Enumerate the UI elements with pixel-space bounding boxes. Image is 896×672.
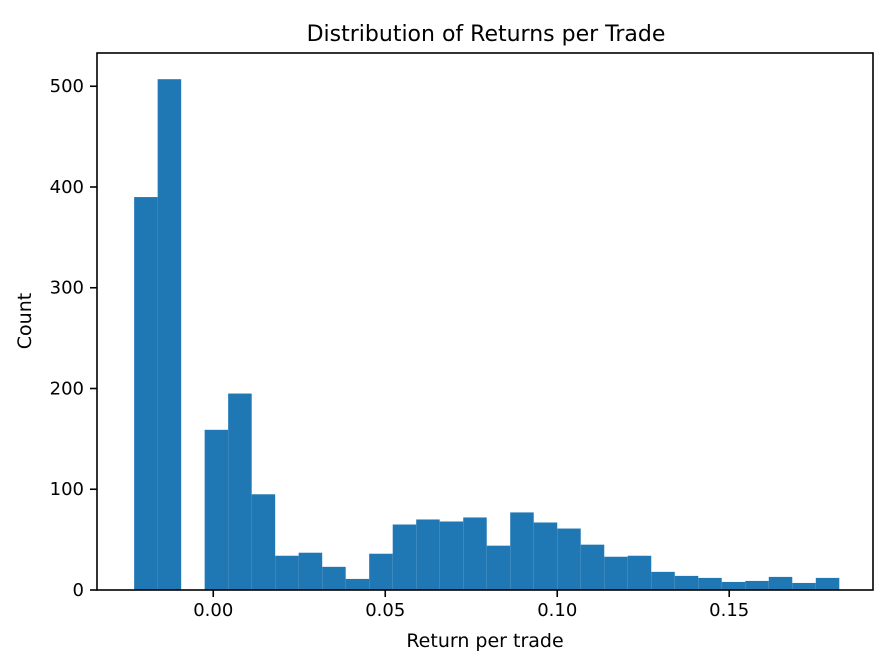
chart-title: Distribution of Returns per Trade: [307, 22, 666, 47]
histogram-bar: [768, 576, 793, 590]
histogram-bar: [651, 571, 675, 590]
histogram-bar: [157, 79, 182, 590]
y-tick-label: 500: [50, 76, 84, 97]
histogram-bar: [439, 521, 464, 590]
histogram-bar: [510, 512, 534, 590]
histogram-bar: [745, 580, 769, 590]
histogram-bar: [721, 581, 746, 590]
y-tick-label: 300: [50, 278, 84, 299]
histogram-bar: [416, 519, 440, 590]
y-axis-label: Count: [14, 293, 36, 349]
histogram-bar: [275, 555, 299, 590]
histogram-bar: [557, 528, 581, 590]
x-tick-label: 0.05: [365, 600, 405, 621]
x-tick-label: 0.10: [537, 600, 577, 621]
histogram-bar: [345, 578, 370, 590]
histogram-bar: [580, 544, 605, 590]
histogram-bar: [322, 566, 346, 590]
x-axis-label: Return per trade: [406, 630, 563, 652]
histogram-bar: [815, 577, 840, 590]
histogram-bar: [698, 577, 722, 590]
histogram-bar: [627, 555, 652, 590]
y-tick-label: 0: [73, 580, 84, 601]
histogram-bar: [463, 517, 487, 590]
x-tick-label: 0.00: [193, 600, 233, 621]
plot-border: [96, 52, 874, 591]
histogram-bar: [604, 556, 628, 590]
x-tick-label: 0.15: [709, 600, 749, 621]
histogram-bar: [251, 494, 276, 590]
histogram-bar: [486, 545, 511, 590]
histogram-bar: [533, 522, 558, 590]
histogram-bar: [369, 553, 393, 590]
histogram-bar: [228, 393, 252, 590]
y-tick-label: 400: [50, 177, 84, 198]
y-tick-label: 200: [50, 378, 84, 399]
y-tick-label: 100: [50, 479, 84, 500]
histogram-bar: [392, 524, 417, 590]
histogram-bar: [792, 582, 816, 590]
histogram-bar: [204, 429, 229, 590]
plot-content: 0.00 0.05 0.10 0.15 0 100 200 300 400 500: [50, 52, 874, 621]
histogram-bar: [674, 575, 699, 590]
histogram-bar: [134, 197, 158, 590]
histogram-bar: [298, 552, 323, 590]
